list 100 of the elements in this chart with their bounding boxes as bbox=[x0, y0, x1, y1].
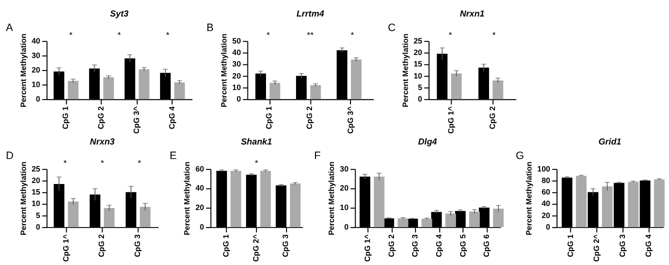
y-tick-label: 100 bbox=[537, 164, 550, 174]
x-tick-label: CpG 4 bbox=[167, 106, 176, 130]
chart-title: Grid1 bbox=[598, 136, 622, 147]
text: * bbox=[100, 158, 105, 168]
x-tick-label: CpG 3 bbox=[133, 234, 142, 258]
y-tick-label: 0 bbox=[418, 94, 422, 104]
bar bbox=[654, 179, 665, 228]
y-tick-label: 20 bbox=[232, 71, 241, 80]
bar bbox=[174, 82, 185, 100]
y-tick-label: 15 bbox=[414, 60, 423, 69]
bar bbox=[493, 208, 504, 228]
text: ** bbox=[306, 30, 314, 40]
y-tick-label: 10 bbox=[232, 82, 241, 92]
x-tick-label: CpG 6 bbox=[482, 234, 492, 258]
text: G bbox=[516, 150, 524, 162]
text: * bbox=[138, 158, 142, 168]
bar bbox=[138, 69, 150, 100]
y-tick-label: 0 bbox=[236, 94, 241, 104]
x-tick-label: CpG 2 bbox=[96, 106, 106, 130]
x-tick-label: CpG 1^ bbox=[446, 106, 456, 134]
y-tick-label: 20 bbox=[32, 65, 40, 74]
y-axis-title: Percent Methylation bbox=[400, 33, 410, 108]
text: * bbox=[118, 30, 122, 40]
bar bbox=[68, 80, 78, 100]
y-tick-label: 5 bbox=[418, 82, 423, 92]
text: B bbox=[206, 22, 214, 34]
y-tick-label: 15 bbox=[32, 188, 41, 197]
text: * bbox=[492, 30, 496, 40]
bar bbox=[469, 212, 480, 228]
bar bbox=[628, 182, 639, 228]
text: F bbox=[314, 150, 322, 162]
chart-title: Nrxn3 bbox=[90, 136, 115, 147]
y-tick-label: 10 bbox=[340, 203, 349, 212]
y-tick-label: 80 bbox=[542, 176, 550, 185]
y-tick-label: 0 bbox=[546, 222, 550, 232]
bar bbox=[104, 208, 115, 228]
y-tick-label: 5 bbox=[36, 210, 41, 220]
y-tick-label: 40 bbox=[232, 48, 241, 57]
y-axis-title: Percent Methylation bbox=[327, 161, 336, 236]
chart-title: Syt3 bbox=[110, 8, 129, 19]
y-tick-label: 30 bbox=[340, 164, 349, 174]
text: * bbox=[448, 30, 453, 40]
x-tick-label: CpG 1 bbox=[222, 234, 231, 258]
x-tick-label: CpG 3 bbox=[618, 234, 627, 258]
x-tick-label: CpG 3^ bbox=[132, 106, 141, 134]
y-tick-label: 0 bbox=[36, 222, 40, 232]
text: * bbox=[166, 30, 170, 40]
x-tick-label: CpG 4 bbox=[434, 234, 444, 258]
chart-title: Shank1 bbox=[240, 136, 272, 147]
bar bbox=[103, 77, 114, 100]
bar bbox=[602, 186, 613, 228]
bar bbox=[374, 176, 384, 228]
x-tick-label: CpG 1 bbox=[60, 106, 70, 130]
y-tick-label: 50 bbox=[232, 36, 241, 46]
y-axis-title: Percent Methylation bbox=[18, 33, 28, 108]
bar bbox=[230, 170, 242, 228]
y-tick-label: 25 bbox=[414, 36, 423, 46]
x-tick-label: CpG 2 bbox=[305, 106, 314, 130]
y-tick-label: 20 bbox=[195, 203, 204, 212]
bar bbox=[350, 60, 362, 100]
text: * bbox=[266, 30, 271, 40]
y-axis-title: Percent Methylation bbox=[524, 161, 534, 236]
bar bbox=[445, 214, 456, 228]
y-tick-label: 20 bbox=[340, 184, 349, 193]
bar bbox=[492, 80, 504, 100]
y-tick-label: 20 bbox=[414, 48, 422, 57]
bar bbox=[576, 176, 587, 228]
y-axis-title: Percent Methylation bbox=[182, 161, 192, 236]
y-tick-label: 10 bbox=[32, 80, 40, 89]
bar bbox=[140, 206, 150, 228]
y-tick-label: 60 bbox=[195, 164, 204, 174]
x-tick-label: CpG 1 bbox=[566, 234, 575, 258]
text: D bbox=[6, 150, 14, 162]
y-tick-label: 30 bbox=[32, 50, 40, 60]
x-tick-label: CpG 2^ bbox=[251, 234, 260, 262]
y-tick-label: 20 bbox=[32, 176, 40, 185]
x-tick-label: CpG 3 bbox=[410, 234, 420, 258]
x-tick-label: CpG 1^ bbox=[362, 234, 372, 262]
y-axis-title: Percent Methylation bbox=[219, 33, 228, 108]
chart-title: Dlg4 bbox=[418, 136, 438, 147]
text: C bbox=[388, 22, 396, 34]
x-tick-label: CpG 1 bbox=[264, 106, 274, 130]
text: E bbox=[170, 150, 177, 162]
y-tick-label: 0 bbox=[36, 94, 40, 104]
bar bbox=[422, 218, 432, 228]
text: * bbox=[350, 30, 355, 40]
y-tick-label: 10 bbox=[414, 71, 422, 80]
y-tick-label: 40 bbox=[542, 199, 550, 208]
x-tick-label: CpG 2^ bbox=[592, 234, 601, 262]
x-tick-label: CpG 2 bbox=[97, 234, 106, 258]
x-tick-label: CpG 2 bbox=[488, 106, 497, 130]
bar bbox=[270, 82, 280, 100]
y-tick-label: 40 bbox=[195, 184, 204, 193]
bar bbox=[290, 183, 301, 228]
y-tick-label: 0 bbox=[344, 222, 349, 232]
y-tick-label: 40 bbox=[32, 36, 40, 46]
y-tick-label: 30 bbox=[232, 60, 241, 69]
y-tick-label: 20 bbox=[542, 210, 550, 220]
x-tick-label: CpG 1^ bbox=[61, 234, 70, 262]
text: * bbox=[63, 158, 68, 168]
